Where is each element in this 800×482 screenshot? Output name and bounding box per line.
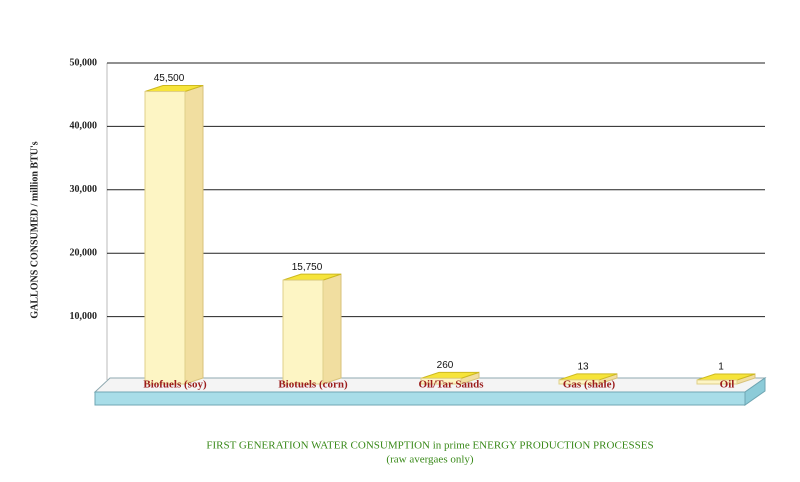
bar [558, 379, 600, 385]
bar-side [322, 273, 342, 385]
value-label: 45,500 [154, 73, 185, 84]
y-tick-label: 40,000 [70, 121, 98, 132]
x-tick-label: Biotuels (corn) [278, 379, 348, 391]
chart-title: FIRST GENERATION WATER CONSUMPTION in pr… [206, 440, 653, 452]
y-tick-label: 20,000 [70, 247, 98, 258]
y-tick-label: 10,000 [70, 311, 98, 322]
value-label: 260 [437, 360, 454, 371]
value-label: 1 [718, 362, 724, 373]
y-axis-label: GALLONS CONSUMED / million BTU's [29, 141, 40, 318]
y-tick-label: 50,000 [70, 57, 98, 68]
bar-side [184, 84, 204, 385]
x-tick-label: Oil [720, 379, 735, 391]
bar [696, 379, 738, 385]
y-tick-label: 30,000 [70, 184, 98, 195]
value-label: 13 [577, 362, 589, 373]
bar [420, 377, 462, 385]
floor-side [744, 377, 766, 406]
chart-subtitle: (raw avergaes only) [386, 454, 473, 466]
floor-front [94, 391, 746, 406]
bar [144, 91, 186, 385]
value-label: 15,750 [292, 262, 323, 273]
x-tick-label: Oil/Tar Sands [418, 379, 484, 391]
x-tick-label: Biofuels (soy) [143, 379, 207, 391]
x-tick-label: Gas (shale) [563, 379, 616, 391]
bar [282, 279, 324, 385]
